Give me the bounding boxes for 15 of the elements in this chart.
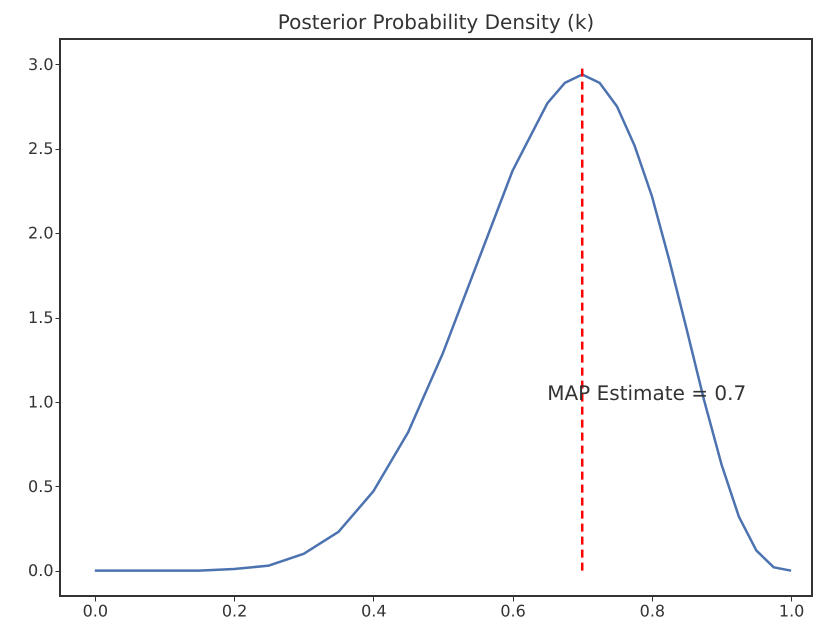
x-tick-label: 0.4: [361, 602, 387, 620]
x-tick-label: 0.2: [222, 602, 248, 620]
y-tick-label: 0.5: [28, 476, 54, 496]
y-tick-label: 2.5: [28, 139, 54, 158]
y-tick-label: 1.5: [28, 308, 54, 327]
x-tick-label: 0.0: [82, 602, 108, 620]
y-tick-label: 2.0: [28, 224, 54, 243]
x-tick-label: 1.0: [778, 602, 804, 620]
chart-title: Posterior Probability Density (k): [278, 10, 594, 34]
y-tick-label: 0.0: [28, 561, 54, 580]
y-tick-label: 1.0: [28, 392, 54, 412]
x-tick-label: 0.8: [640, 602, 666, 620]
line-series: [94, 73, 792, 572]
y-tick-label: 3.0: [28, 54, 54, 74]
x-tick-label: 0.6: [500, 602, 526, 620]
